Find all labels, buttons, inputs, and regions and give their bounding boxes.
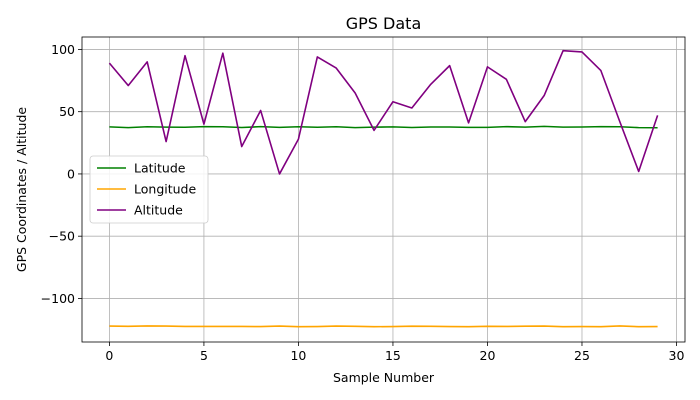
series-line-latitude: [109, 125, 658, 129]
y-tick-label: −100: [41, 291, 75, 306]
y-axis-label: GPS Coordinates / Altitude: [14, 107, 29, 272]
x-axis-label: Sample Number: [333, 370, 435, 385]
x-tick-label: 25: [574, 348, 590, 363]
legend-label-latitude: Latitude: [134, 161, 186, 176]
y-tick-label: 0: [67, 166, 75, 181]
chart-title: GPS Data: [346, 14, 422, 33]
x-tick-label: 5: [200, 348, 208, 363]
grid: [82, 37, 685, 342]
series-layer: [108, 49, 659, 328]
series-line-longitude: [109, 325, 658, 328]
plot-frame: [81, 36, 686, 343]
x-tick-label: 15: [385, 348, 401, 363]
x-tick-label: 0: [105, 348, 113, 363]
axis-ticks: 0 5 10 15 20 25 30 −100 −50 0 50 100: [41, 42, 685, 363]
series-line-altitude: [108, 49, 659, 175]
legend-box: [89, 155, 209, 224]
y-tick-label: 50: [59, 104, 75, 119]
x-tick-label: 20: [480, 348, 496, 363]
y-tick-label: 100: [51, 42, 75, 57]
legend-label-longitude: Longitude: [134, 182, 196, 197]
x-tick-label: 30: [669, 348, 685, 363]
x-tick-label: 10: [290, 348, 306, 363]
legend: Latitude Longitude Altitude: [89, 155, 209, 224]
y-tick-label: −50: [49, 229, 75, 244]
legend-label-altitude: Altitude: [134, 203, 183, 218]
